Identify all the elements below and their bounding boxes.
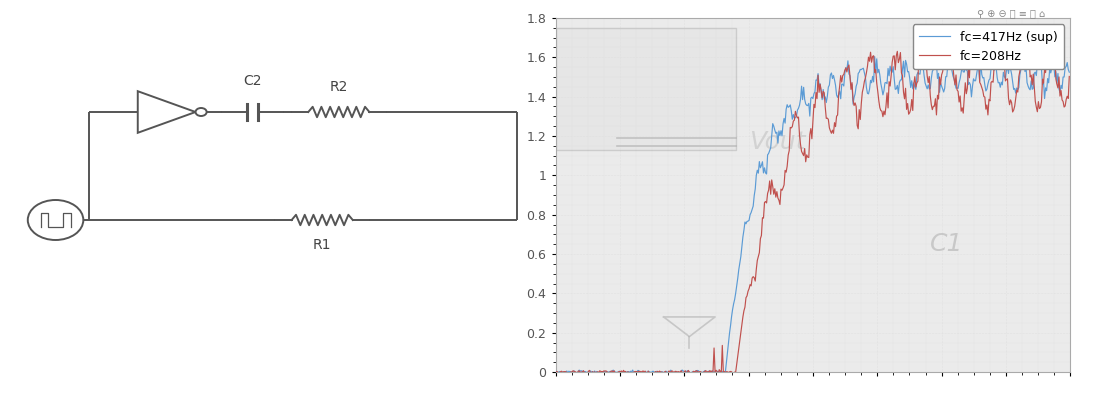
fc=417Hz (sup): [713, 372, 726, 377]
fc=417Hz (sup): [828, 78, 842, 82]
fc=208Hz: [549, 369, 562, 374]
Text: R2: R2: [330, 80, 348, 94]
fc=208Hz: [942, 37, 955, 42]
fc=208Hz: [856, 90, 869, 95]
Text: R1: R1: [312, 238, 331, 252]
Legend: fc=417Hz (sup), fc=208Hz: fc=417Hz (sup), fc=208Hz: [913, 24, 1064, 69]
fc=208Hz: [798, 153, 811, 158]
fc=208Hz: [828, 120, 842, 125]
Text: C1: C1: [931, 232, 964, 256]
FancyBboxPatch shape: [556, 28, 736, 150]
fc=417Hz (sup): [1053, 86, 1066, 91]
Line: fc=417Hz (sup): fc=417Hz (sup): [556, 55, 1069, 374]
fc=417Hz (sup): [928, 52, 942, 57]
fc=417Hz (sup): [794, 97, 807, 102]
fc=417Hz (sup): [856, 66, 869, 71]
fc=417Hz (sup): [1063, 70, 1076, 74]
fc=208Hz: [712, 372, 725, 377]
fc=417Hz (sup): [549, 368, 562, 373]
fc=208Hz: [972, 52, 986, 57]
Text: Vout: Vout: [749, 130, 805, 154]
fc=208Hz: [794, 142, 807, 147]
Line: fc=208Hz: fc=208Hz: [556, 40, 1069, 375]
fc=208Hz: [1063, 74, 1076, 79]
fc=417Hz (sup): [798, 85, 811, 90]
Text: C2: C2: [243, 74, 262, 88]
fc=417Hz (sup): [972, 66, 986, 70]
Text: ⚲ ⊕ ⊖ ✋ ≡ 🖫 ⌂: ⚲ ⊕ ⊖ ✋ ≡ 🖫 ⌂: [977, 8, 1045, 18]
fc=208Hz: [1053, 74, 1066, 79]
